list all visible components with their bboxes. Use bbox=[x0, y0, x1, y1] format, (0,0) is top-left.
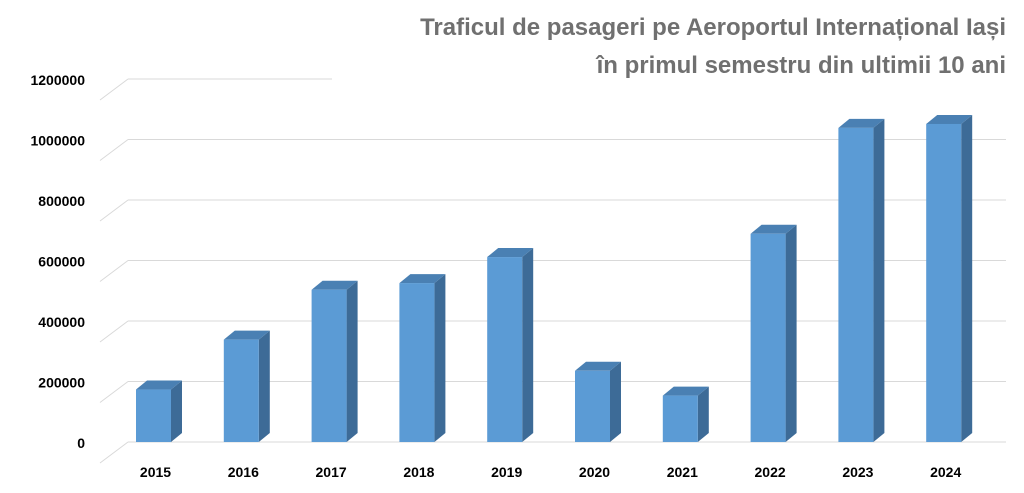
bar-2024 bbox=[926, 114, 973, 442]
bar-2019 bbox=[487, 248, 534, 442]
bar-side bbox=[434, 274, 446, 442]
bar-side bbox=[697, 386, 709, 442]
bar-top bbox=[662, 386, 709, 396]
x-tick-label: 2015 bbox=[140, 464, 171, 480]
y-tick-label: 200000 bbox=[38, 375, 85, 391]
bar-top bbox=[926, 114, 973, 124]
chart-title: Traficul de pasageri pe Aeroportul Inter… bbox=[420, 14, 1006, 41]
bar-2017 bbox=[311, 280, 358, 442]
bar-2023 bbox=[838, 118, 885, 442]
y-tick-label: 400000 bbox=[38, 314, 85, 330]
bar-top bbox=[136, 380, 182, 390]
x-tick-label: 2022 bbox=[755, 464, 786, 480]
x-axis-ticks: 2015 2016 2017 2018 2019 2020 2021 2022 2023 2024 bbox=[140, 464, 962, 480]
bar-top bbox=[399, 274, 446, 284]
y-tick-label: 800000 bbox=[38, 193, 85, 209]
x-tick-label: 2024 bbox=[930, 464, 961, 480]
bar-front bbox=[223, 339, 259, 442]
y-tick-label: 0 bbox=[77, 435, 85, 451]
gridline-depth bbox=[99, 139, 129, 161]
bars bbox=[136, 114, 973, 442]
y-tick-label: 600000 bbox=[38, 254, 85, 270]
bar-top bbox=[223, 330, 270, 340]
bar-top bbox=[487, 248, 534, 258]
bar-2022 bbox=[750, 224, 797, 442]
bar-2018 bbox=[399, 274, 446, 442]
y-tick-label: 1200000 bbox=[30, 72, 85, 88]
bar-side bbox=[785, 224, 797, 442]
bar-front bbox=[575, 370, 610, 442]
bar-side bbox=[961, 114, 973, 442]
bar-side bbox=[346, 280, 358, 442]
gridline-depth bbox=[99, 441, 129, 464]
bar-side bbox=[873, 118, 885, 442]
bar-front bbox=[487, 257, 523, 442]
bar-front bbox=[926, 123, 962, 442]
x-tick-label: 2020 bbox=[579, 464, 610, 480]
y-axis-ticks: 0 200000 400000 600000 800000 1000000 1200000 bbox=[30, 72, 85, 451]
gridline-depth bbox=[99, 199, 129, 222]
bar-side bbox=[258, 330, 270, 442]
y-tick-label: 1000000 bbox=[30, 133, 85, 149]
bar-side bbox=[610, 361, 621, 442]
bar-top bbox=[838, 118, 885, 128]
bar-front bbox=[750, 233, 786, 442]
bar-2021 bbox=[662, 386, 709, 442]
chart-subtitle: în primul semestru din ultimii 10 ani bbox=[596, 52, 1006, 79]
bar-side bbox=[522, 248, 534, 442]
gridline-depth bbox=[99, 320, 129, 343]
gridline-depth bbox=[99, 78, 129, 101]
bar-2020 bbox=[575, 361, 621, 442]
bar-front bbox=[399, 283, 435, 442]
bar-top bbox=[311, 280, 358, 290]
bar-top bbox=[575, 361, 621, 371]
bar-top bbox=[750, 224, 797, 234]
x-tick-label: 2017 bbox=[316, 464, 347, 480]
bar-2015 bbox=[136, 380, 182, 442]
x-tick-label: 2016 bbox=[228, 464, 259, 480]
x-tick-label: 2018 bbox=[403, 464, 434, 480]
gridline-depth bbox=[99, 260, 129, 282]
x-tick-label: 2019 bbox=[491, 464, 522, 480]
bar-2016 bbox=[223, 330, 270, 442]
bar-front bbox=[311, 289, 347, 442]
x-tick-label: 2021 bbox=[667, 464, 698, 480]
bar-front bbox=[838, 127, 874, 442]
bar-front bbox=[136, 389, 171, 442]
bar-side bbox=[171, 380, 182, 442]
x-tick-label: 2023 bbox=[842, 464, 873, 480]
gridline-depth bbox=[99, 381, 129, 403]
bar-front bbox=[662, 395, 698, 442]
